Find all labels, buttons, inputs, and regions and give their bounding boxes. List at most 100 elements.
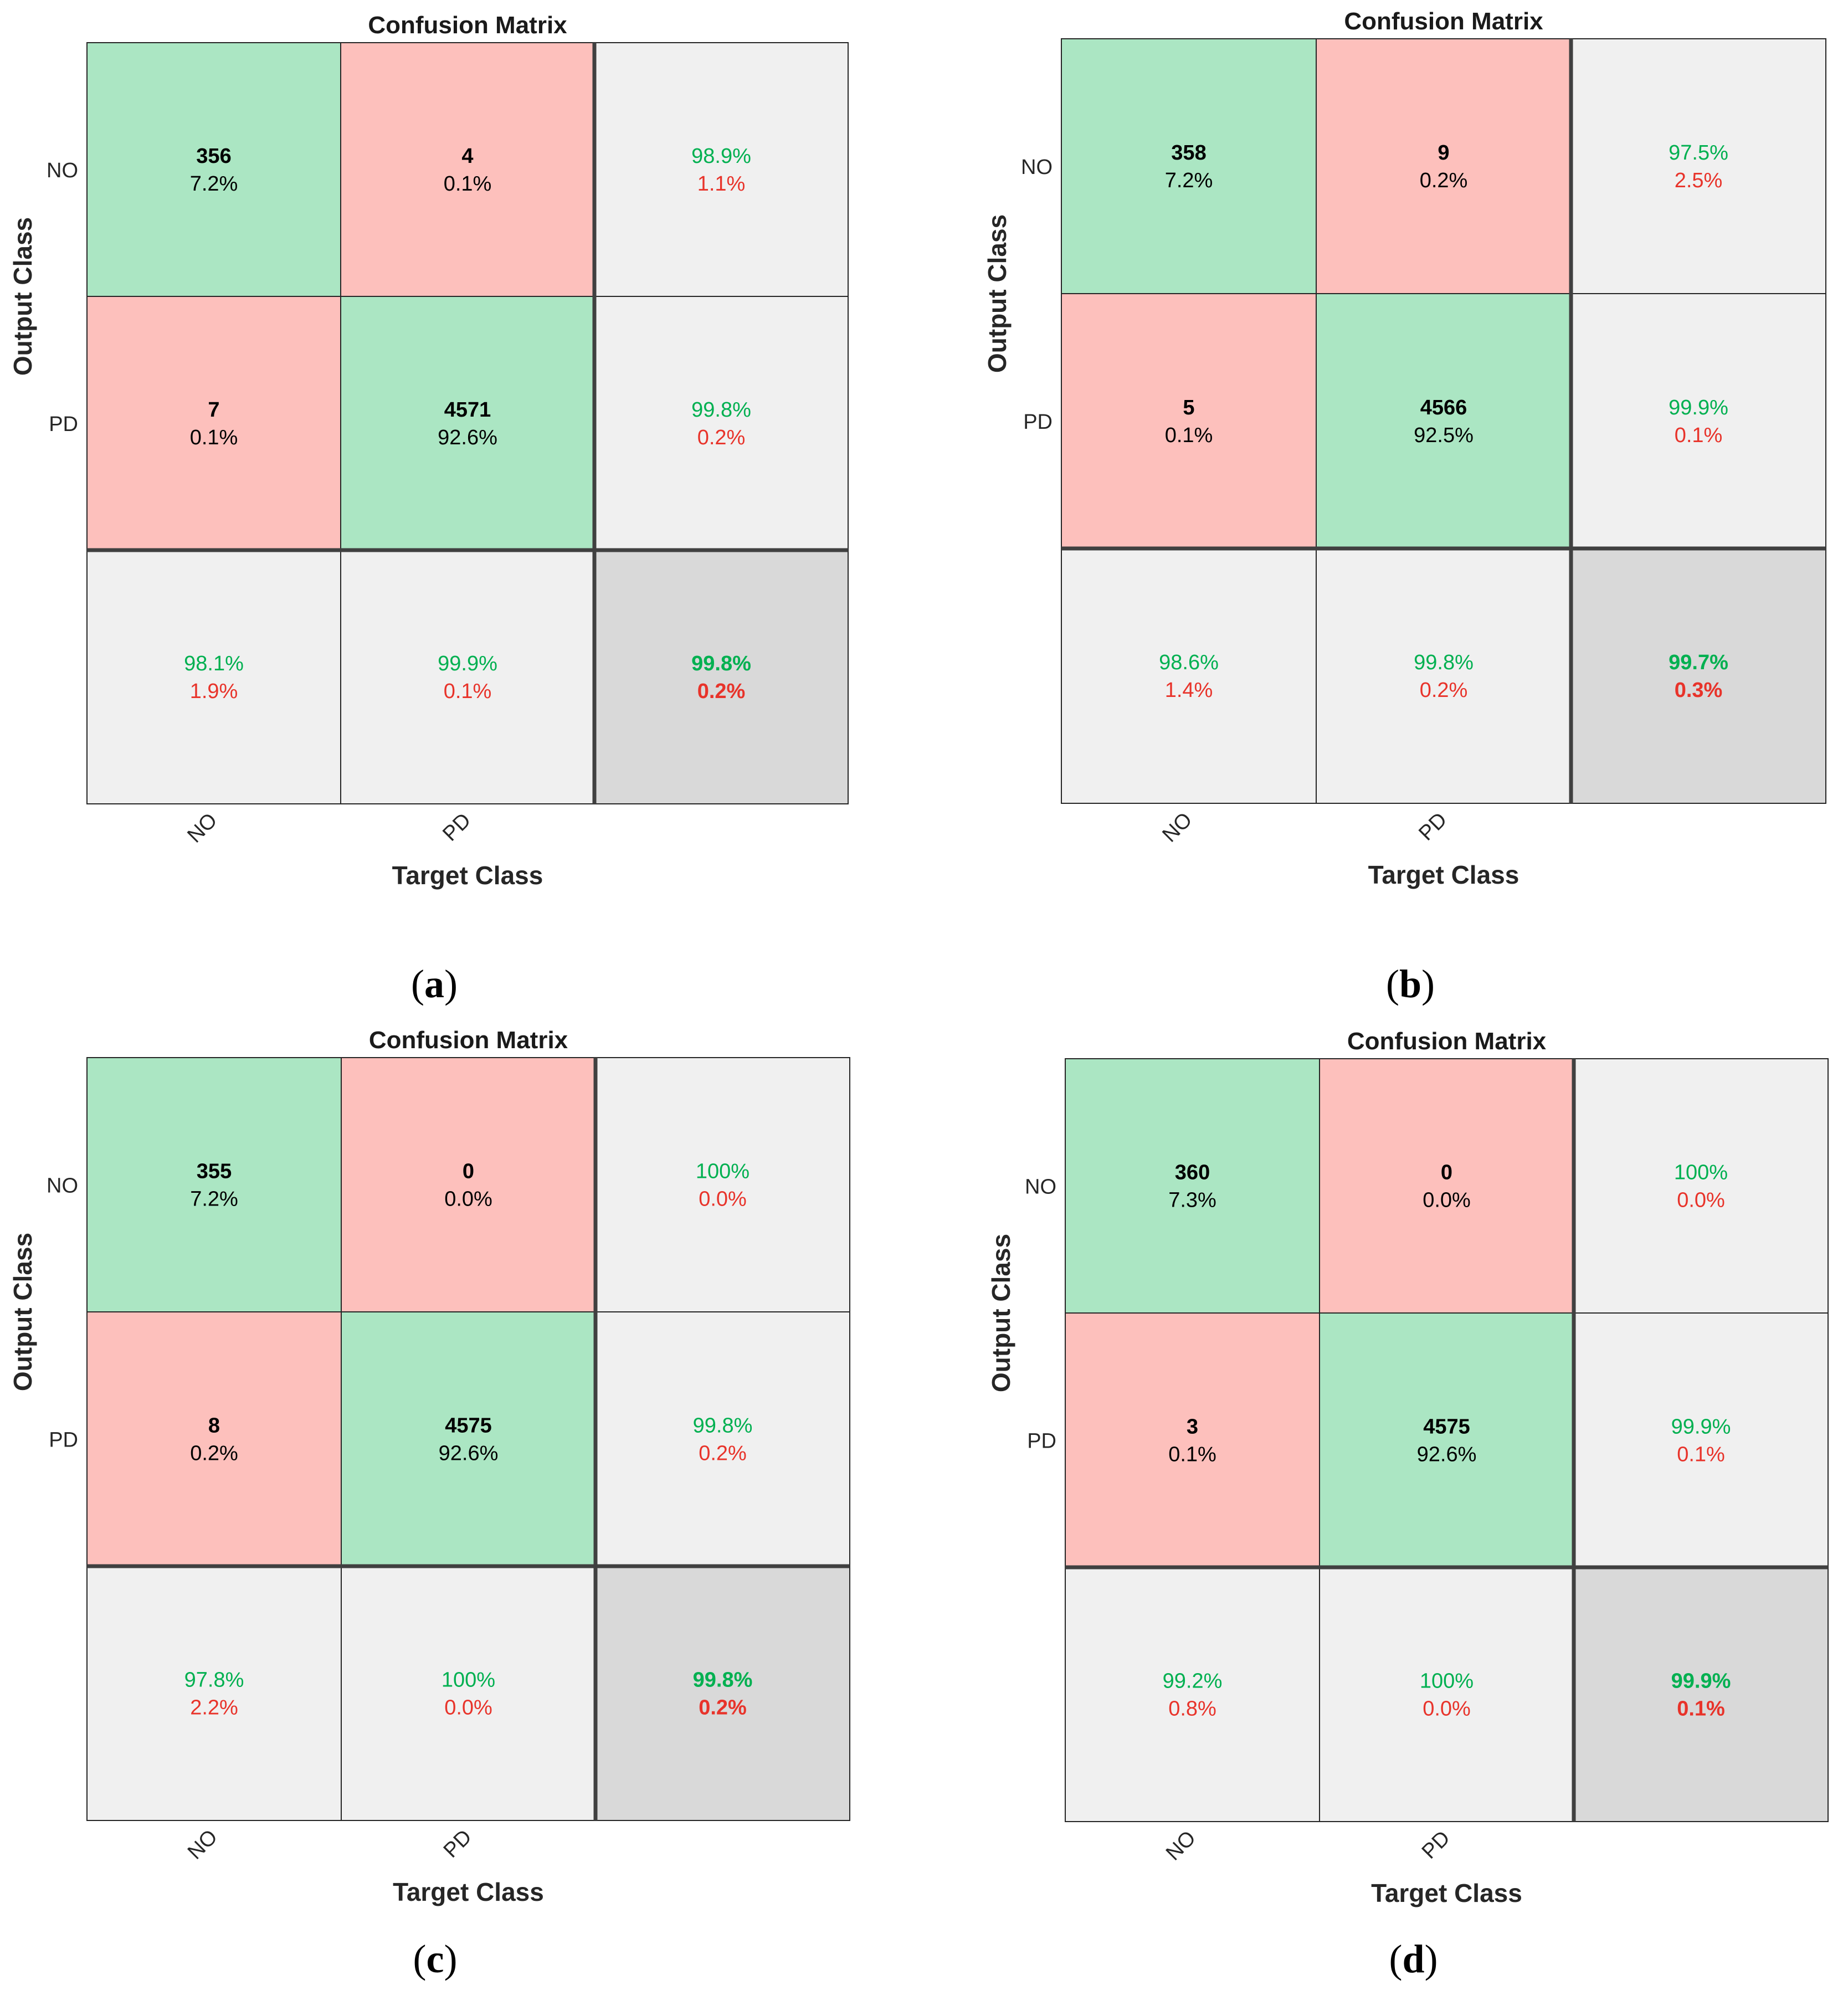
cell-r0-c2 bbox=[594, 42, 849, 297]
col-summary-error: 1.9% bbox=[190, 680, 238, 703]
y-tick-label: NO bbox=[47, 1174, 78, 1198]
col-summary-correct: 98.1% bbox=[184, 652, 244, 675]
cell-r0-c2 bbox=[1570, 38, 1826, 294]
row-summary-error: 0.0% bbox=[1677, 1189, 1725, 1212]
cell-percent: 7.3% bbox=[1168, 1189, 1216, 1212]
cell-r2-c1 bbox=[1319, 1567, 1574, 1822]
cell-r0-c1 bbox=[1316, 38, 1572, 294]
overall-error: 0.1% bbox=[1677, 1697, 1725, 1721]
cell-count: 358 bbox=[1171, 141, 1206, 165]
overall-accuracy: 99.7% bbox=[1669, 651, 1728, 674]
cell-r1-c1 bbox=[340, 296, 595, 551]
cell-count: 4 bbox=[461, 145, 473, 168]
cell-r2-c2 bbox=[1570, 548, 1826, 804]
y-axis-label: Output Class bbox=[987, 1234, 1015, 1392]
cell-r1-c2 bbox=[594, 296, 849, 551]
x-tick-label: PD bbox=[439, 1825, 476, 1863]
cell-count: 9 bbox=[1438, 141, 1449, 165]
panel-d: Confusion Matrix 360 7.3% 0 0.0% 3 0.1% 4575 92.… bbox=[987, 1028, 1829, 1981]
row-summary-correct: 99.9% bbox=[1671, 1415, 1731, 1439]
cell-r2-c2 bbox=[594, 550, 849, 804]
cell-r2-c2 bbox=[1573, 1567, 1829, 1822]
cell-r2-c0 bbox=[86, 550, 341, 804]
cell-count: 355 bbox=[197, 1160, 232, 1183]
y-tick-label: PD bbox=[49, 413, 78, 436]
x-tick-label: PD bbox=[1414, 808, 1451, 845]
row-summary-correct: 98.9% bbox=[691, 145, 751, 168]
cell-r0-c1 bbox=[341, 1057, 596, 1312]
caption-letter: b bbox=[1399, 962, 1421, 1006]
cell-count: 5 bbox=[1183, 396, 1194, 419]
cell-count: 4571 bbox=[444, 398, 491, 422]
col-summary-correct: 99.2% bbox=[1163, 1670, 1223, 1693]
panel-a: Confusion Matrix 356 7.2% 4 0.1% 7 0.1% 4571 92.… bbox=[8, 12, 849, 1006]
cell-percent: 0.1% bbox=[444, 172, 492, 196]
col-summary-error: 2.2% bbox=[190, 1696, 238, 1720]
cell-r0-c2 bbox=[595, 1057, 850, 1312]
panel-caption: (b) bbox=[1386, 962, 1435, 1006]
cell-count: 0 bbox=[463, 1160, 474, 1183]
cell-percent: 0.2% bbox=[190, 1442, 238, 1465]
cell-count: 0 bbox=[1441, 1161, 1452, 1184]
col-summary-correct: 99.8% bbox=[1414, 651, 1474, 674]
caption-letter: d bbox=[1402, 1937, 1424, 1981]
cell-r2-c0 bbox=[1065, 1567, 1320, 1822]
cell-r2-c0 bbox=[86, 1566, 342, 1821]
col-summary-correct: 97.8% bbox=[184, 1669, 244, 1692]
col-summary-correct: 98.6% bbox=[1159, 651, 1219, 674]
cell-count: 4575 bbox=[1423, 1415, 1470, 1439]
panel-title: Confusion Matrix bbox=[1344, 8, 1543, 35]
row-summary-error: 0.1% bbox=[1677, 1443, 1725, 1466]
row-summary-correct: 99.8% bbox=[693, 1414, 753, 1438]
y-axis-label: Output Class bbox=[8, 1233, 37, 1391]
cell-r1-c1 bbox=[1319, 1312, 1574, 1568]
x-tick-label: NO bbox=[1158, 808, 1197, 847]
panel-caption: (a) bbox=[411, 962, 458, 1006]
cell-percent: 0.0% bbox=[444, 1188, 492, 1211]
cell-count: 4566 bbox=[1420, 396, 1467, 419]
col-summary-error: 0.0% bbox=[444, 1696, 492, 1720]
col-summary-error: 0.8% bbox=[1168, 1697, 1216, 1721]
cell-r1-c2 bbox=[1573, 1312, 1829, 1568]
cell-r1-c0 bbox=[1061, 293, 1317, 549]
row-summary-error: 0.2% bbox=[697, 426, 746, 449]
cell-percent: 92.6% bbox=[438, 426, 497, 449]
overall-error: 0.2% bbox=[699, 1696, 747, 1720]
y-tick-label: PD bbox=[1027, 1430, 1056, 1453]
panel-title: Confusion Matrix bbox=[368, 12, 567, 39]
x-axis-label: Target Class bbox=[1368, 860, 1520, 889]
cell-r2-c1 bbox=[1316, 548, 1572, 804]
overall-error: 0.3% bbox=[1675, 679, 1723, 702]
cell-percent: 7.2% bbox=[190, 172, 238, 196]
cell-percent: 0.2% bbox=[1420, 169, 1468, 192]
x-tick-label: NO bbox=[183, 1825, 222, 1864]
cell-percent: 0.0% bbox=[1423, 1189, 1471, 1212]
y-tick-label: PD bbox=[1023, 411, 1053, 434]
row-summary-error: 0.2% bbox=[699, 1442, 747, 1465]
cell-percent: 7.2% bbox=[1165, 169, 1213, 192]
row-summary-correct: 100% bbox=[1674, 1161, 1728, 1184]
cell-percent: 0.1% bbox=[1168, 1443, 1216, 1466]
overall-accuracy: 99.8% bbox=[691, 652, 751, 675]
cell-r0-c0 bbox=[1065, 1058, 1320, 1314]
cell-percent: 7.2% bbox=[190, 1188, 238, 1211]
x-tick-label: PD bbox=[438, 809, 475, 846]
cell-r2-c2 bbox=[595, 1566, 850, 1821]
y-tick-label: PD bbox=[49, 1429, 78, 1452]
panel-title: Confusion Matrix bbox=[1347, 1028, 1547, 1055]
cell-percent: 92.6% bbox=[439, 1442, 499, 1465]
x-axis-label: Target Class bbox=[1371, 1879, 1522, 1907]
overall-error: 0.2% bbox=[697, 680, 746, 703]
row-summary-correct: 99.9% bbox=[1669, 396, 1728, 419]
cell-count: 356 bbox=[196, 145, 231, 168]
col-summary-error: 0.1% bbox=[444, 680, 492, 703]
caption-letter: a bbox=[424, 962, 444, 1006]
panel-caption: (d) bbox=[1389, 1937, 1438, 1981]
x-tick-label: NO bbox=[183, 809, 222, 848]
cell-r0-c0 bbox=[1061, 38, 1317, 294]
cell-r2-c1 bbox=[341, 1566, 596, 1821]
overall-accuracy: 99.9% bbox=[1671, 1670, 1731, 1693]
cell-percent: 0.1% bbox=[190, 426, 238, 449]
col-summary-correct: 100% bbox=[1420, 1670, 1474, 1693]
y-tick-label: NO bbox=[1025, 1176, 1056, 1199]
